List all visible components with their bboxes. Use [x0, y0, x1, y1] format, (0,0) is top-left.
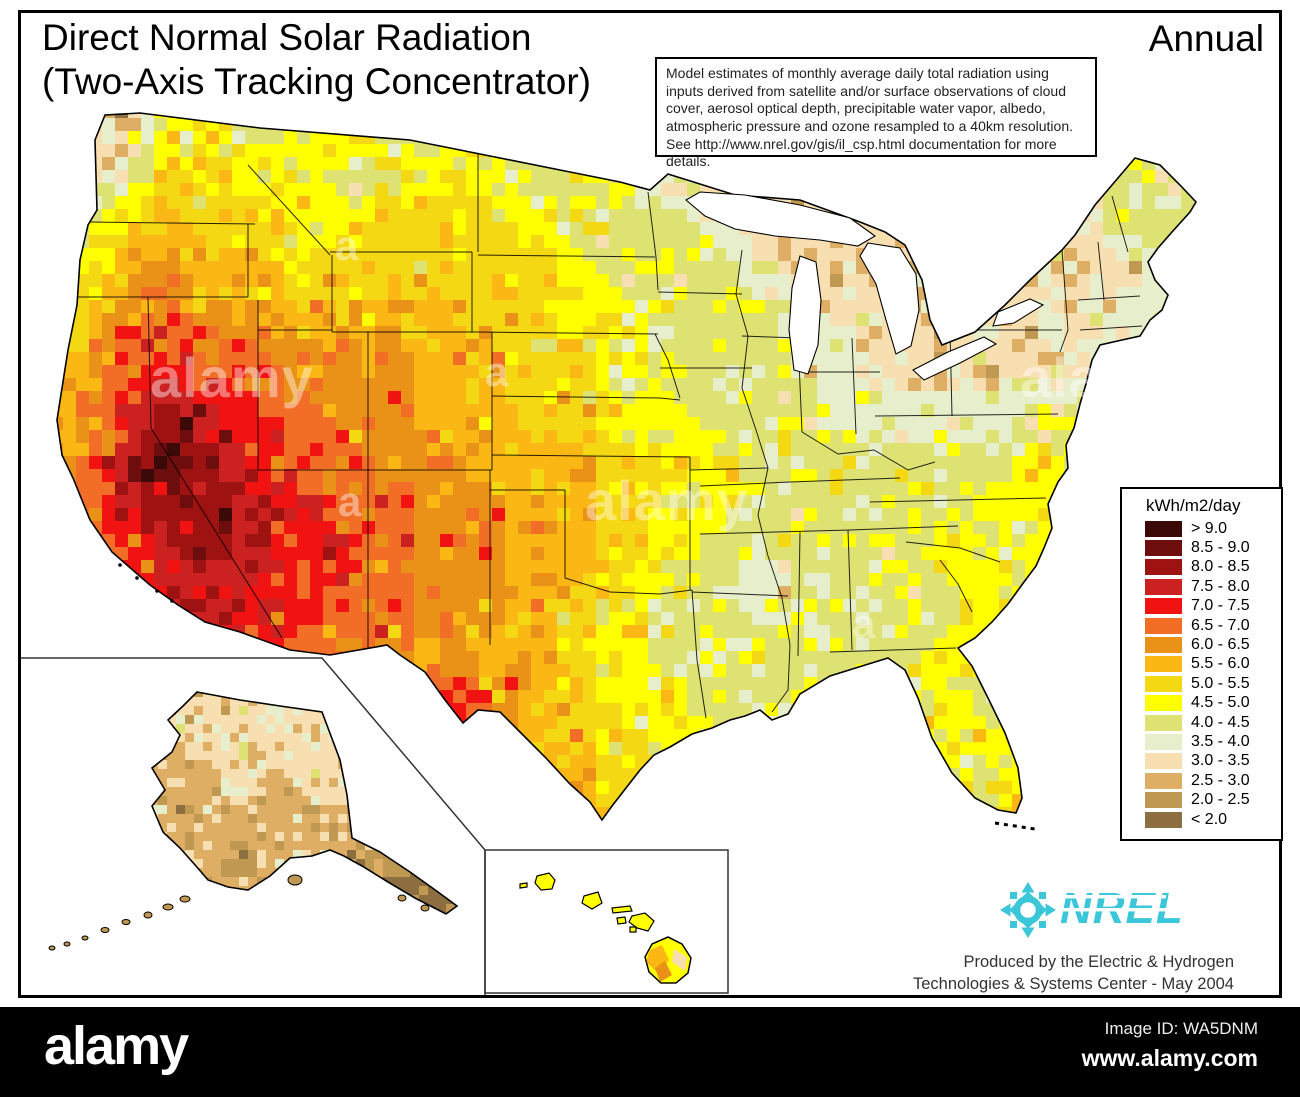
legend-row: 7.5 - 8.0: [1122, 577, 1281, 596]
legend-row: < 2.0: [1122, 810, 1281, 829]
legend-row: 5.5 - 6.0: [1122, 655, 1281, 674]
legend-swatch: [1145, 598, 1182, 615]
conus-coastline: [56, 112, 1197, 822]
great-lakes: [685, 191, 1045, 381]
legend-swatch: [1145, 675, 1182, 692]
legend-swatch: [1145, 540, 1182, 557]
legend-label: 3.0 - 3.5: [1191, 752, 1250, 770]
map-legend: kWh/m2/day > 9.0 8.5 - 9.0 8.0 - 8.5 7.5 - …: [1120, 487, 1283, 842]
legend-label: 4.0 - 4.5: [1191, 713, 1250, 731]
legend-row: 8.5 - 9.0: [1122, 538, 1281, 557]
legend-label: 4.5 - 5.0: [1191, 694, 1250, 712]
nrel-sun-icon: [1000, 882, 1056, 938]
legend-label: < 2.0: [1191, 810, 1228, 828]
legend-swatch: [1145, 578, 1182, 595]
legend-row: 3.5 - 4.0: [1122, 732, 1281, 751]
legend-swatch: [1145, 617, 1182, 634]
alaska-raster-cells: [152, 692, 456, 914]
legend-label: 5.0 - 5.5: [1191, 674, 1250, 692]
produced-by-credit: Produced by the Electric & Hydrogen Tech…: [814, 952, 1234, 996]
legend-row: 7.0 - 7.5: [1122, 597, 1281, 616]
alamy-url: www.alamy.com: [1081, 1045, 1258, 1071]
legend-label: 7.0 - 7.5: [1191, 597, 1250, 615]
legend-swatch: [1145, 753, 1182, 770]
legend-label: 6.5 - 7.0: [1191, 616, 1250, 634]
legend-row: 4.0 - 4.5: [1122, 713, 1281, 732]
legend-label: 2.5 - 3.0: [1191, 771, 1250, 789]
legend-label: 6.0 - 6.5: [1191, 636, 1250, 654]
legend-swatch: [1145, 792, 1182, 809]
legend-title: kWh/m2/day: [1146, 496, 1241, 515]
legend-row: 6.0 - 6.5: [1122, 635, 1281, 654]
legend-label: 8.5 - 9.0: [1191, 539, 1250, 557]
legend-row: 5.0 - 5.5: [1122, 674, 1281, 693]
inset-boundary-lines: [21, 657, 729, 995]
footer-meta: Image ID: WA5DNM www.alamy.com: [1082, 1019, 1258, 1072]
conus-raster-cells: [57, 113, 1195, 820]
legend-label: 5.5 - 6.0: [1191, 655, 1250, 673]
nrel-logo-graphic: NREL: [1000, 882, 1183, 938]
legend-swatch: [1145, 656, 1182, 673]
credit-line1: Produced by the Electric & Hydrogen: [963, 953, 1234, 971]
model-notes-box: Model estimates of monthly average daily…: [655, 57, 1097, 169]
legend-row: 3.0 - 3.5: [1122, 752, 1281, 771]
alaska-coastline: [150, 691, 459, 915]
image-id: Image ID: WA5DNM: [1104, 1019, 1258, 1038]
legend-swatch: [1145, 714, 1182, 731]
period-label: Annual: [1148, 18, 1264, 59]
legend-swatch: [1145, 772, 1182, 789]
alamy-logo: alamy: [44, 1016, 189, 1076]
legend-label: 2.0 - 2.5: [1191, 791, 1250, 809]
legend-row: 2.0 - 2.5: [1122, 790, 1281, 809]
legend-row: 8.0 - 8.5: [1122, 558, 1281, 577]
legend-swatch: [1145, 559, 1182, 576]
map-title-line2: (Two-Axis Tracking Concentrator): [42, 60, 592, 102]
map-title-line1: Direct Normal Solar Radiation: [42, 17, 532, 58]
legend-label: 3.5 - 4.0: [1191, 732, 1250, 750]
hawaii-islands: [519, 872, 692, 984]
legend-swatch: [1145, 733, 1182, 750]
coastal-details: [118, 563, 1036, 831]
aleutian-islands: [48, 874, 430, 951]
legend-swatch: [1145, 520, 1182, 537]
legend-label: > 9.0: [1191, 519, 1228, 537]
legend-row: 6.5 - 7.0: [1122, 616, 1281, 635]
nrel-logo: NREL: [996, 870, 1196, 948]
legend-swatch: [1145, 637, 1182, 654]
legend-swatch: [1145, 811, 1182, 828]
legend-row: 2.5 - 3.0: [1122, 771, 1281, 790]
legend-label: 8.0 - 8.5: [1191, 558, 1250, 576]
legend-rows: > 9.0 8.5 - 9.0 8.0 - 8.5 7.5 - 8.0 7.0 - 7.…: [1122, 519, 1281, 829]
legend-row: 4.5 - 5.0: [1122, 694, 1281, 713]
legend-row: > 9.0: [1122, 519, 1281, 538]
credit-line2: Technologies & Systems Center - May 2004: [913, 974, 1234, 993]
map-title: Direct Normal Solar Radiation (Two-Axis …: [42, 16, 591, 103]
legend-label: 7.5 - 8.0: [1191, 577, 1250, 595]
state-borders: [62, 148, 1143, 719]
alamy-footer-bar: alamy Image ID: WA5DNM www.alamy.com: [0, 1007, 1300, 1097]
legend-swatch: [1145, 695, 1182, 712]
